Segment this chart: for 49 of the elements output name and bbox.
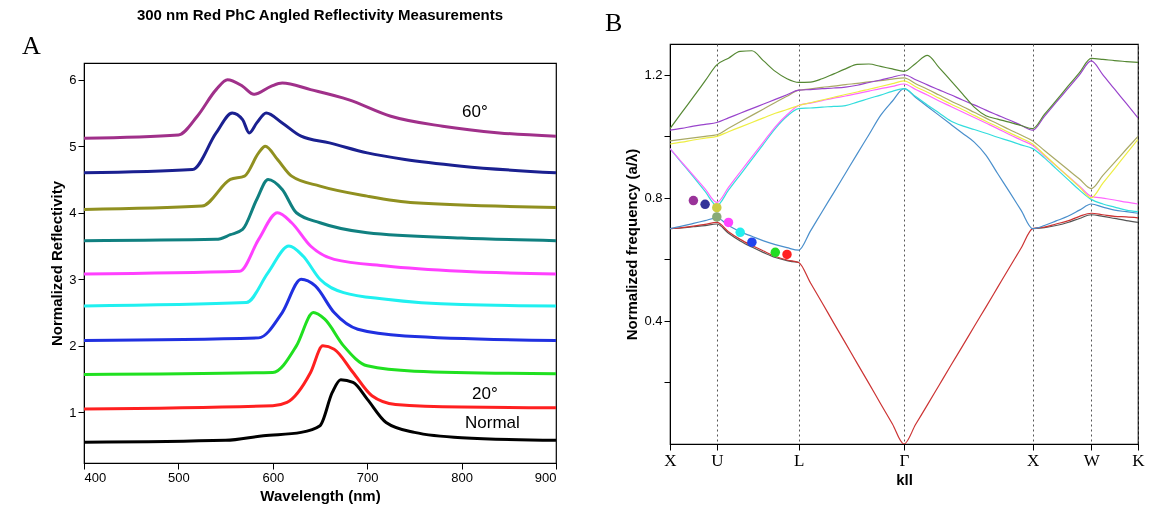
- y-tick-label: 0.4: [644, 313, 663, 329]
- point: [712, 202, 722, 213]
- line-series: [84, 311, 556, 376]
- x-tick-label: Γ: [899, 450, 910, 470]
- line-series: [84, 277, 556, 343]
- x-tick-label: X: [1027, 450, 1040, 470]
- y-tick-label: 1: [69, 404, 77, 420]
- x-axis-title: kll: [896, 470, 913, 488]
- y-axis-title: Normalized frequency (a/λ): [623, 148, 641, 341]
- line-series: [84, 211, 556, 276]
- y-tick-label: 2: [69, 338, 77, 354]
- chart-title: 300 nm Red PhC Angled Reflectivity Measurements: [136, 6, 504, 23]
- x-tick-label: 600: [262, 469, 285, 485]
- y-axis-title: Normalized Reflectivity: [48, 180, 66, 347]
- text: B: [605, 8, 623, 37]
- line-series: [84, 177, 556, 243]
- x-tick-label: K: [1132, 450, 1146, 470]
- annotation: 20°: [472, 384, 498, 403]
- line-series: [84, 144, 556, 211]
- y-tick-label: 0.8: [644, 190, 663, 206]
- x-tick-label: U: [711, 450, 724, 470]
- point: [782, 249, 792, 260]
- x-tick-label: 900: [534, 469, 557, 485]
- line-series: [84, 244, 556, 308]
- text: A: [22, 31, 41, 60]
- y-tick-label: 4: [69, 205, 77, 221]
- point: [770, 247, 781, 258]
- point: [723, 217, 734, 228]
- y-tick-label: 1.2: [644, 67, 663, 83]
- annotation: Normal: [465, 413, 520, 432]
- point: [688, 195, 699, 206]
- x-tick-label: W: [1083, 450, 1101, 470]
- x-axis-title: Wavelength (nm): [260, 486, 381, 504]
- annotation: 60°: [462, 102, 488, 121]
- point: [712, 212, 722, 222]
- point: [700, 199, 710, 210]
- point: [735, 227, 745, 238]
- x-tick-label: 800: [451, 469, 473, 485]
- line-series: [84, 78, 556, 140]
- x-tick-label: 700: [356, 469, 379, 485]
- line-series: [84, 344, 556, 411]
- x-tick-label: X: [664, 450, 677, 470]
- x-tick-label: 500: [168, 469, 190, 485]
- y-tick-label: 5: [69, 138, 77, 154]
- y-tick-label: 3: [69, 271, 77, 287]
- x-tick-label: 400: [84, 469, 107, 485]
- x-tick-label: L: [794, 450, 805, 470]
- point: [747, 237, 757, 247]
- y-tick-label: 6: [69, 72, 77, 88]
